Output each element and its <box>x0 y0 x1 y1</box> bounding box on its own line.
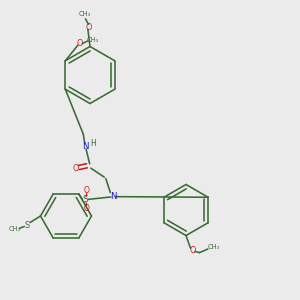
Text: O: O <box>76 39 83 48</box>
Text: CH₃: CH₃ <box>87 37 99 43</box>
Text: O: O <box>85 23 92 32</box>
Text: S: S <box>82 195 88 204</box>
Text: S: S <box>24 220 30 230</box>
Text: CH₃: CH₃ <box>9 226 21 232</box>
Text: O: O <box>84 186 90 195</box>
Text: CH₃: CH₃ <box>207 244 219 250</box>
Text: H: H <box>90 139 96 148</box>
Text: CH₃: CH₃ <box>79 11 91 17</box>
Text: N: N <box>110 191 117 200</box>
Text: O: O <box>189 246 196 255</box>
Text: O: O <box>84 204 90 213</box>
Text: N: N <box>82 142 89 151</box>
Text: O: O <box>72 164 79 172</box>
